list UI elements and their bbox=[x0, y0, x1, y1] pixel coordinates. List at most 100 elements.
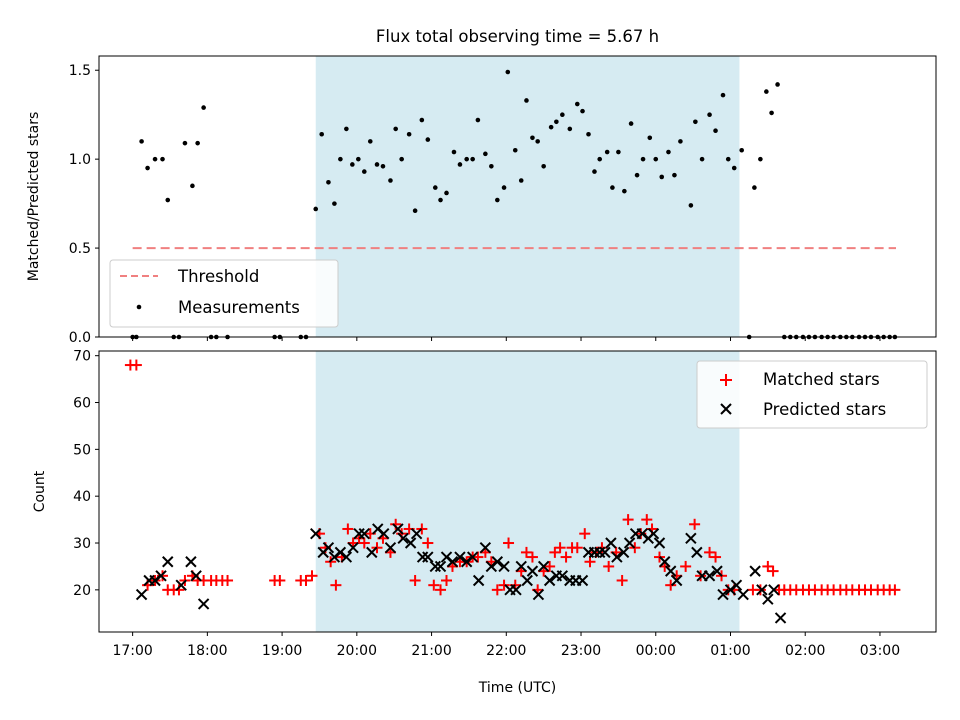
matched-star-point bbox=[526, 551, 538, 563]
predicted-star-point bbox=[175, 579, 187, 591]
predicted-star-point bbox=[623, 537, 636, 549]
predicted-star-point bbox=[392, 523, 404, 535]
top-y-axis-label: Matched/Predicted stars bbox=[26, 112, 42, 282]
x-tick-label: 03:00 bbox=[860, 643, 900, 659]
matched-star-point bbox=[622, 514, 634, 526]
y-tick-label: 40 bbox=[73, 489, 91, 505]
measurement-point bbox=[647, 135, 653, 141]
predicted-star-point bbox=[532, 588, 545, 601]
measurement-point bbox=[758, 156, 763, 162]
predicted-star-point bbox=[653, 537, 666, 549]
measurement-point bbox=[574, 101, 580, 107]
matched-star-point bbox=[428, 579, 440, 591]
top-axes-frame bbox=[98, 55, 937, 338]
measurement-point bbox=[622, 188, 627, 194]
measurement-point bbox=[393, 126, 398, 132]
predicted-star-point bbox=[768, 584, 780, 596]
matched-star-point bbox=[754, 584, 766, 596]
measurement-point bbox=[592, 169, 597, 174]
predicted-star-point bbox=[556, 570, 569, 582]
y-tick-label: 70 bbox=[73, 349, 91, 365]
measurement-point bbox=[769, 110, 774, 116]
measurement-point bbox=[699, 156, 705, 162]
predicted-star-point bbox=[576, 574, 589, 587]
predicted-star-point bbox=[353, 527, 365, 540]
top-legend: Threshold Measurements bbox=[109, 259, 339, 328]
predicted-star-point bbox=[588, 546, 601, 559]
measurement-point bbox=[707, 112, 712, 117]
legend-matched-label: Matched stars bbox=[763, 370, 880, 389]
matched-star-point bbox=[441, 574, 453, 586]
measurement-point bbox=[464, 156, 469, 162]
y-tick-label: 60 bbox=[73, 396, 91, 412]
measurement-point bbox=[425, 137, 431, 142]
legend-predicted-label: Predicted stars bbox=[763, 400, 886, 419]
measurement-point bbox=[406, 131, 412, 137]
measurement-point bbox=[374, 162, 380, 167]
matched-star-point bbox=[767, 565, 779, 577]
matched-star-point bbox=[665, 579, 677, 591]
measurement-point bbox=[775, 82, 780, 87]
matched-star-point bbox=[503, 537, 515, 549]
measurement-point bbox=[693, 119, 698, 125]
measurement-point bbox=[554, 119, 559, 125]
measurement-point bbox=[388, 178, 393, 183]
predicted-star-point bbox=[537, 560, 550, 573]
top-panel: 0.0 0.5 1.0 1.5 Flux total observing time =… bbox=[26, 27, 937, 346]
x-tick-label: 21:00 bbox=[411, 643, 451, 659]
measurement-point bbox=[313, 206, 319, 212]
predicted-star-point bbox=[664, 565, 677, 577]
measurement-point bbox=[319, 131, 325, 137]
predicted-star-point bbox=[605, 537, 617, 549]
y-tick-label: 50 bbox=[73, 442, 91, 458]
measurement-point bbox=[165, 197, 171, 203]
measurement-point bbox=[597, 156, 603, 162]
measurement-point bbox=[688, 203, 694, 208]
measurement-point bbox=[548, 124, 554, 130]
matched-star-point bbox=[616, 574, 628, 586]
bottom-panel: 20 30 40 50 60 70 17:00 18:00 19:00 20:00 21:00 22:… bbox=[32, 349, 937, 696]
predicted-star-point bbox=[310, 527, 322, 540]
bottom-legend-box bbox=[696, 360, 928, 429]
matched-star-point bbox=[222, 574, 234, 586]
measurement-point bbox=[524, 98, 529, 103]
predicted-star-point bbox=[711, 565, 723, 577]
predicted-star-point bbox=[422, 551, 434, 563]
predicted-star-point bbox=[366, 546, 378, 559]
measurement-point bbox=[764, 89, 769, 94]
predicted-star-point bbox=[749, 565, 761, 577]
predicted-star-point bbox=[185, 556, 197, 568]
measurement-point bbox=[470, 156, 475, 162]
predicted-star-point bbox=[593, 546, 606, 559]
measurement-point bbox=[653, 156, 659, 162]
x-tick-label: 22:00 bbox=[486, 643, 526, 659]
predicted-star-point bbox=[466, 551, 479, 563]
bottom-legend: Matched stars Predicted stars bbox=[696, 360, 928, 429]
measurement-point bbox=[634, 172, 640, 178]
chart-title: Flux total observing time = 5.67 h bbox=[376, 27, 659, 46]
legend-predicted-swatch bbox=[720, 403, 732, 415]
measurement-point bbox=[560, 112, 565, 117]
measurement-point bbox=[438, 197, 443, 203]
predicted-star-point bbox=[762, 593, 774, 605]
matched-star-point bbox=[130, 359, 142, 371]
predicted-star-point bbox=[397, 532, 409, 545]
predicted-star-point bbox=[404, 537, 417, 549]
predicted-star-point bbox=[410, 527, 423, 540]
predicted-star-point bbox=[510, 584, 522, 596]
predicted-star-point bbox=[454, 551, 466, 563]
matched-star-point bbox=[571, 542, 583, 554]
matched-star-point bbox=[584, 556, 596, 568]
measurement-point bbox=[190, 183, 195, 189]
matched-star-point bbox=[710, 551, 722, 563]
measurement-point bbox=[678, 139, 683, 144]
measurement-point bbox=[399, 156, 404, 162]
predicted-star-point bbox=[434, 560, 447, 573]
predicted-star-point bbox=[340, 551, 353, 563]
x-tick-label: 00:00 bbox=[636, 643, 676, 659]
measurement-point bbox=[752, 185, 757, 190]
predicted-star-point bbox=[378, 527, 390, 540]
predicted-star-point bbox=[543, 574, 556, 587]
legend-measurements-swatch bbox=[136, 304, 142, 310]
